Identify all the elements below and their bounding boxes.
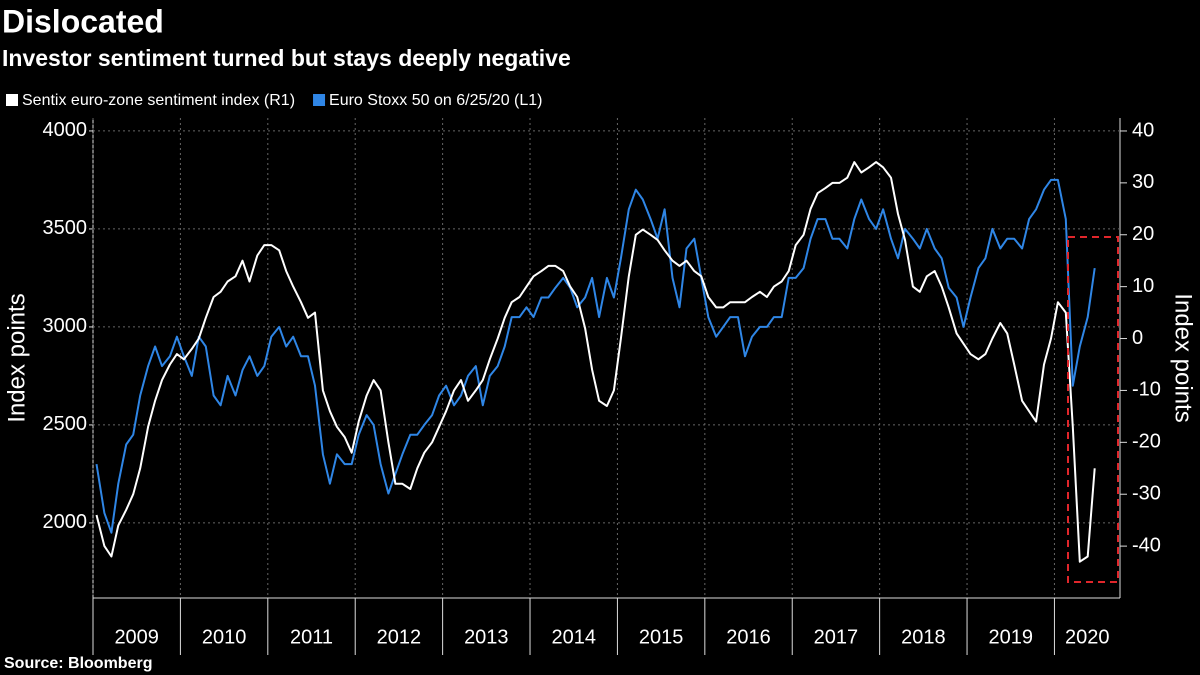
x-tick-label: 2018 [901, 626, 946, 648]
y-tick-label: 3000 [43, 315, 88, 337]
legend-label: Sentix euro-zone sentiment index (R1) [22, 92, 295, 109]
x-tick-label: 2017 [814, 626, 859, 648]
y2-tick-label: 20 [1132, 223, 1154, 245]
legend: Sentix euro-zone sentiment index (R1) Eur… [6, 92, 543, 109]
x-tick-label: 2019 [988, 626, 1033, 648]
y2-tick-label: 10 [1132, 275, 1154, 297]
series-line [95, 178, 1096, 534]
x-tick-label: 2014 [551, 626, 596, 648]
lines [95, 161, 1096, 563]
y-tick-label: 3500 [43, 217, 88, 239]
x-tick-label: 2015 [639, 626, 684, 648]
y-tick-label: 2500 [43, 413, 88, 435]
y2-tick-label: 0 [1132, 327, 1143, 349]
grid [89, 118, 1127, 655]
legend-label: Euro Stoxx 50 on 6/25/20 (L1) [329, 92, 542, 109]
highlight-box [1067, 236, 1119, 583]
chart-subtitle: Investor sentiment turned but stays deep… [2, 45, 571, 71]
x-tick-label: 2009 [114, 626, 159, 648]
x-tick-label: 2016 [726, 626, 771, 648]
y-tick-label: 4000 [43, 119, 88, 141]
y2-tick-label: 40 [1132, 119, 1154, 141]
x-tick-label: 2020 [1065, 626, 1110, 648]
x-tick-label: 2011 [290, 626, 333, 648]
y2-tick-label: -30 [1132, 482, 1161, 504]
y2-tick-label: -10 [1132, 379, 1161, 401]
y2-tick-label: -40 [1132, 534, 1161, 556]
y2-axis-title: Index points [1170, 293, 1197, 422]
series-line [95, 161, 1096, 563]
x-tick-label: 2012 [377, 626, 422, 648]
y-tick-label: 2000 [43, 511, 88, 533]
y-axis-title: Index points [3, 293, 30, 422]
chart-title: Dislocated [2, 3, 164, 39]
source: Source: Bloomberg [4, 655, 152, 672]
x-tick-label: 2010 [202, 626, 247, 648]
legend-swatch [313, 94, 326, 106]
x-tick-label: 2013 [464, 626, 509, 648]
y2-tick-label: -20 [1132, 431, 1161, 453]
legend-swatch [6, 94, 18, 106]
y2-tick-label: 30 [1132, 171, 1154, 193]
